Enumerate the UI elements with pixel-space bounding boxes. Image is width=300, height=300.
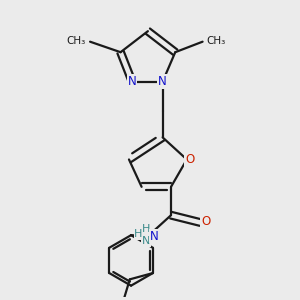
- Text: N: N: [128, 75, 136, 88]
- Text: CH₃: CH₃: [207, 36, 226, 46]
- Text: N: N: [150, 230, 159, 243]
- Text: O: O: [185, 153, 195, 166]
- Text: N: N: [158, 75, 167, 88]
- Text: H
N: H N: [142, 224, 150, 246]
- Text: CH₃: CH₃: [67, 36, 86, 46]
- Text: H: H: [134, 229, 142, 239]
- Text: O: O: [201, 215, 210, 228]
